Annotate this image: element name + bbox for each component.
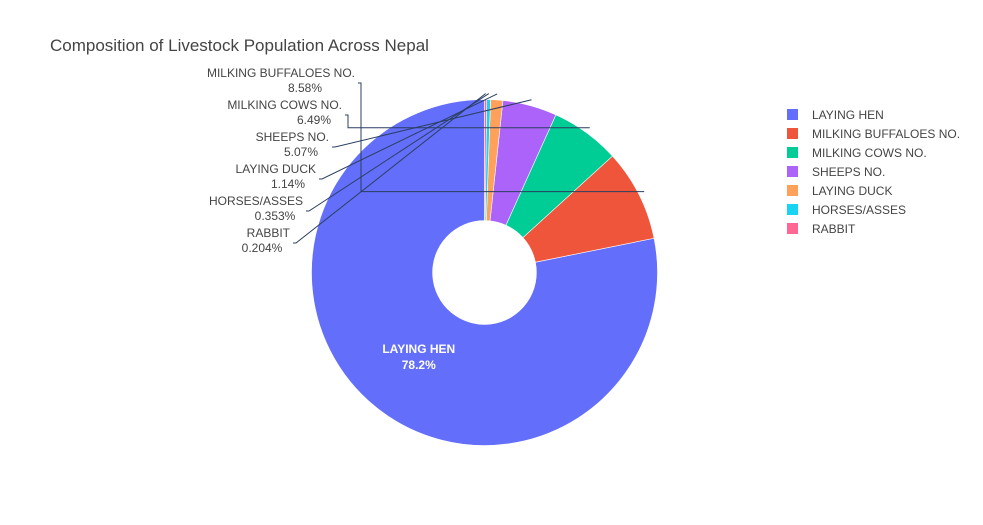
legend-label: RABBIT xyxy=(812,222,856,236)
slice-label-milking-cows-no: MILKING COWS NO. xyxy=(227,98,342,112)
legend-item-horses-asses[interactable]: HORSES/ASSES xyxy=(787,203,906,217)
slice-percent-rabbit: 0.204% xyxy=(242,241,283,255)
legend-label: HORSES/ASSES xyxy=(812,203,906,217)
slice-label-rabbit: RABBIT xyxy=(247,226,291,240)
slice-laying-hen[interactable] xyxy=(311,99,658,446)
slice-label-laying-duck: LAYING DUCK xyxy=(236,162,316,176)
leader-line-milking-buffaloes-no xyxy=(358,82,645,193)
legend-swatch xyxy=(787,204,798,215)
leader-line-sheeps-no xyxy=(332,99,532,148)
slice-percent-laying-hen: 78.2% xyxy=(402,358,436,372)
legend-label: LAYING HEN xyxy=(812,108,884,122)
slice-labels: LAYING HEN 78.2% MILKING BUFFALOES NO.8.58… xyxy=(207,66,645,372)
legend-swatch xyxy=(787,185,798,196)
legend-item-sheeps-no[interactable]: SHEEPS NO. xyxy=(787,165,885,179)
slice-label-laying-hen: LAYING HEN xyxy=(382,342,455,356)
legend-label: MILKING BUFFALOES NO. xyxy=(812,127,960,141)
legend-swatch xyxy=(787,128,798,139)
legend-label: MILKING COWS NO. xyxy=(812,146,927,160)
legend-item-laying-duck[interactable]: LAYING DUCK xyxy=(787,184,892,198)
legend-swatch xyxy=(787,223,798,234)
legend[interactable]: LAYING HEN MILKING BUFFALOES NO. MILKING C… xyxy=(787,108,960,236)
slice-label-horses-asses: HORSES/ASSES xyxy=(209,194,303,208)
slice-percent-laying-duck: 1.14% xyxy=(271,177,305,191)
slice-label-sheeps-no: SHEEPS NO. xyxy=(256,130,329,144)
pie-slices xyxy=(311,99,658,446)
slice-label-milking-buffaloes-no: MILKING BUFFALOES NO. xyxy=(207,66,355,80)
legend-swatch xyxy=(787,166,798,177)
legend-label: LAYING DUCK xyxy=(812,184,892,198)
leader-line-horses-asses xyxy=(306,93,490,212)
leader-line-milking-cows-no xyxy=(345,114,590,129)
legend-item-milking-buffaloes-no[interactable]: MILKING BUFFALOES NO. xyxy=(787,127,960,141)
legend-item-rabbit[interactable]: RABBIT xyxy=(787,222,856,236)
legend-swatch xyxy=(787,109,798,120)
legend-item-milking-cows-no[interactable]: MILKING COWS NO. xyxy=(787,146,927,160)
legend-label: SHEEPS NO. xyxy=(812,165,885,179)
slice-percent-milking-cows-no: 6.49% xyxy=(297,113,331,127)
legend-swatch xyxy=(787,147,798,158)
slice-percent-sheeps-no: 5.07% xyxy=(284,145,318,159)
chart-title: Composition of Livestock Population Acro… xyxy=(50,36,429,55)
leader-line-rabbit xyxy=(293,93,486,244)
slice-percent-milking-buffaloes-no: 8.58% xyxy=(288,81,322,95)
leader-line-laying-duck xyxy=(319,93,498,180)
legend-item-laying-hen[interactable]: LAYING HEN xyxy=(787,108,884,122)
slice-percent-horses-asses: 0.353% xyxy=(255,209,296,223)
